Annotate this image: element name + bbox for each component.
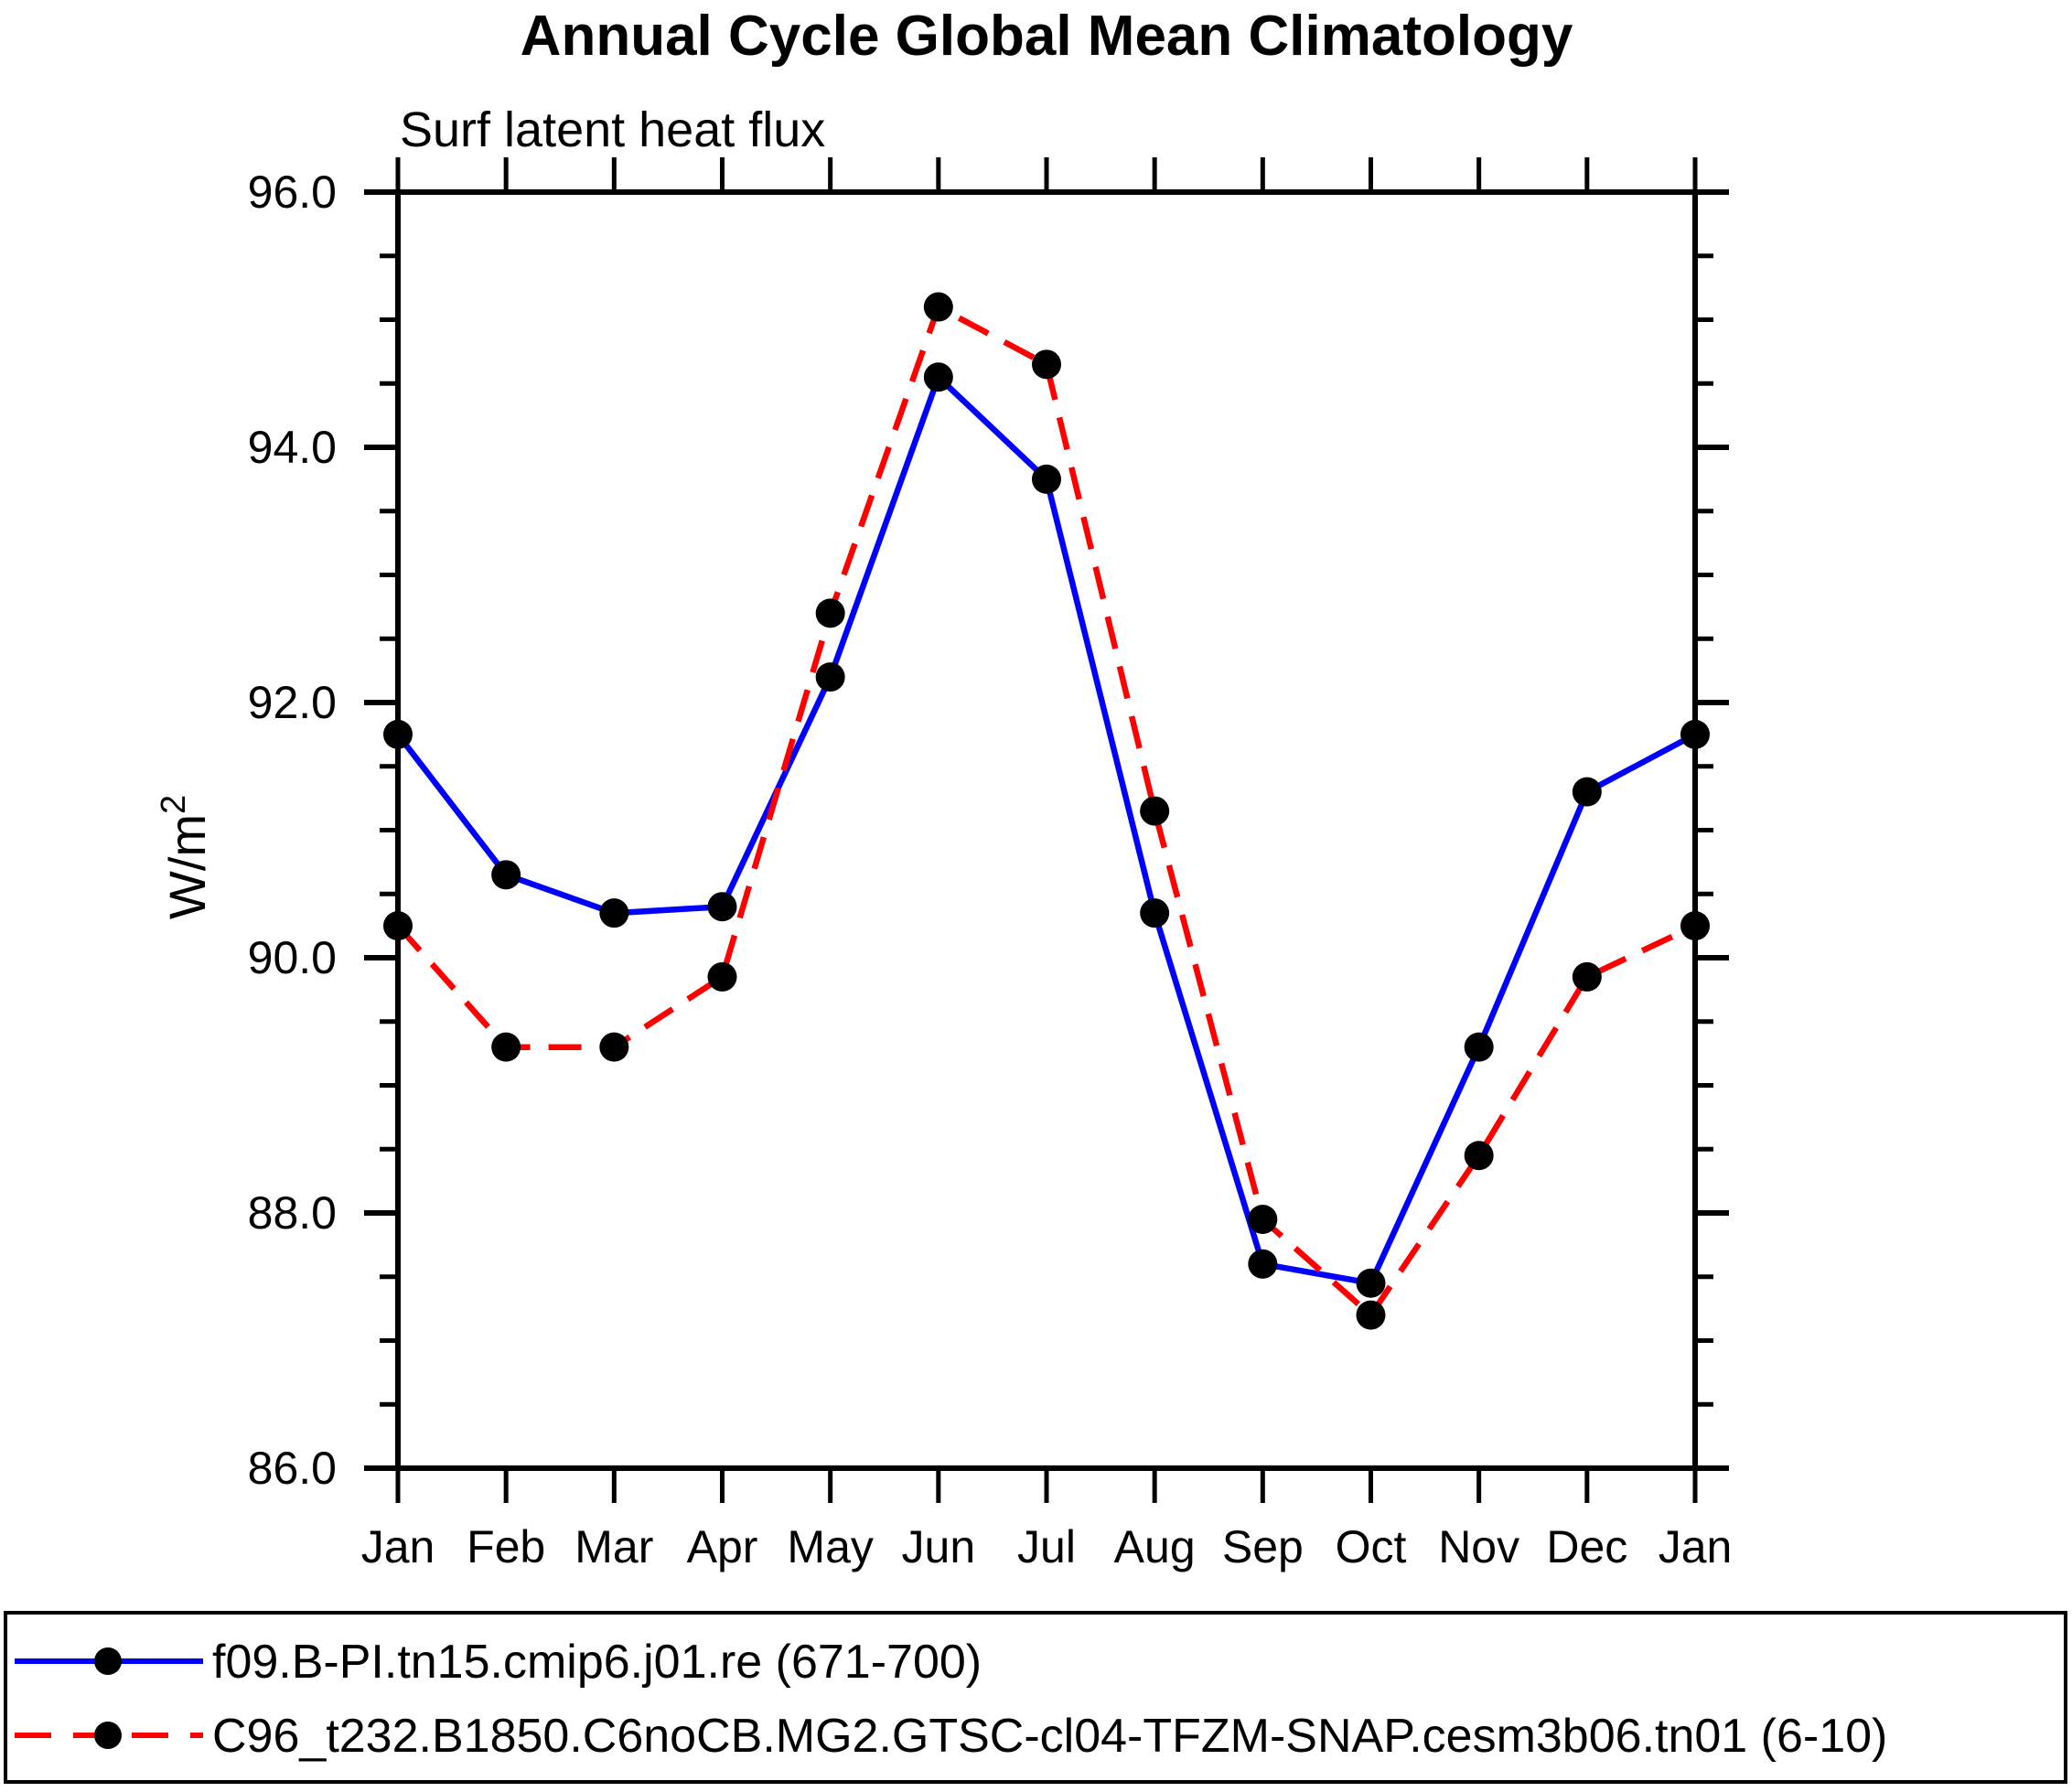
data-point-marker — [707, 961, 737, 992]
chart-subtitle: Surf latent heat flux — [400, 102, 825, 157]
data-point-marker — [599, 898, 629, 928]
x-tick-label: Mar — [574, 1521, 653, 1572]
data-point-marker — [815, 598, 845, 628]
x-tick-label: Apr — [687, 1521, 758, 1572]
x-tick-label: May — [787, 1521, 873, 1572]
data-point-marker — [1572, 777, 1602, 807]
x-tick-label: Aug — [1114, 1521, 1196, 1572]
data-point-marker — [1248, 1249, 1278, 1279]
plot-frame — [395, 189, 1698, 1471]
legend-label-series-1: C96_t232.B1850.C6noCB.MG2.GTSC-cl04-TFZM… — [212, 1710, 1887, 1763]
legend: f09.B-PI.tn15.cmip6.j01.re (671-700) C96… — [4, 1611, 2067, 1784]
legend-label-series-0: f09.B-PI.tn15.cmip6.j01.re (671-700) — [212, 1636, 982, 1689]
plot-area: 86.0 88.0 90.0 92.0 94.0 96.0 Jan Feb Mar Apr May J… — [248, 157, 1733, 1572]
series-line-1 — [395, 304, 1697, 1318]
y-axis-label-base: W/m — [158, 814, 216, 919]
y-tick-label: 88.0 — [248, 1187, 337, 1239]
x-tick-label: Nov — [1438, 1521, 1519, 1572]
data-point-marker — [923, 292, 953, 322]
x-tick-label: Feb — [467, 1521, 545, 1572]
y-tick-label: 96.0 — [248, 166, 337, 218]
x-tick-label: Jan — [361, 1521, 435, 1572]
legend-box — [4, 1611, 2067, 1784]
data-point-marker — [491, 860, 521, 890]
x-tick-label: Sep — [1222, 1521, 1304, 1572]
data-point-marker — [1356, 1300, 1386, 1330]
data-point-marker — [599, 1032, 629, 1062]
data-point-marker — [1140, 898, 1170, 928]
x-tick-label: Jun — [902, 1521, 976, 1572]
y-tick-label: 86.0 — [248, 1443, 337, 1494]
data-point-marker — [491, 1032, 521, 1062]
series-line-0 — [395, 374, 1697, 1286]
legend-marker-series-0 — [94, 1647, 122, 1675]
data-point-marker — [1464, 1141, 1494, 1171]
data-point-marker — [1572, 961, 1602, 992]
data-point-marker — [1680, 911, 1710, 941]
data-point-marker — [1464, 1032, 1494, 1062]
y-tick-label: 90.0 — [248, 932, 337, 983]
data-point-marker — [1248, 1204, 1278, 1234]
y-tick-label: 94.0 — [248, 422, 337, 473]
data-point-marker — [1032, 464, 1061, 494]
data-point-marker — [707, 892, 737, 922]
chart-title: Annual Cycle Global Mean Climatology — [521, 5, 1573, 68]
x-tick-label: Jul — [1017, 1521, 1076, 1572]
x-tick-label: Jan — [1659, 1521, 1733, 1572]
y-axis-label-exponent: 2 — [155, 795, 193, 814]
data-point-marker — [1032, 349, 1061, 380]
data-point-marker — [1680, 719, 1710, 749]
legend-marker-series-1 — [94, 1722, 122, 1749]
x-tick-label: Oct — [1336, 1521, 1407, 1572]
data-point-marker — [815, 662, 845, 692]
x-tick-label: Dec — [1546, 1521, 1627, 1572]
data-point-marker — [383, 911, 413, 941]
data-point-marker — [923, 362, 953, 392]
data-point-marker — [1140, 796, 1170, 826]
data-point-marker — [1356, 1268, 1386, 1298]
data-point-marker — [383, 719, 413, 749]
y-axis-label: W/m2 — [155, 795, 216, 919]
y-tick-label: 92.0 — [248, 677, 337, 728]
